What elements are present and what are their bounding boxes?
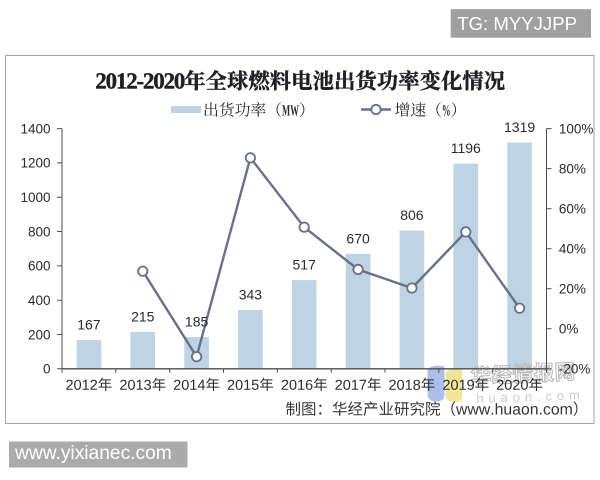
svg-text:www.yixianec.com: www.yixianec.com <box>14 443 172 464</box>
svg-text:-20%: -20% <box>559 362 591 377</box>
svg-text:80%: 80% <box>559 161 586 176</box>
svg-text:1319: 1319 <box>504 119 535 135</box>
svg-text:0: 0 <box>43 362 51 377</box>
svg-text:1196: 1196 <box>451 140 481 156</box>
svg-text:1400: 1400 <box>20 121 50 136</box>
svg-text:806: 806 <box>400 207 424 223</box>
svg-text:TG: MYYJJPP: TG: MYYJJPP <box>457 13 577 34</box>
svg-text:0%: 0% <box>559 322 579 337</box>
svg-text:40%: 40% <box>559 242 586 257</box>
svg-text:670: 670 <box>346 230 370 246</box>
svg-text:400: 400 <box>28 293 51 308</box>
svg-text:200: 200 <box>28 327 51 342</box>
svg-text:343: 343 <box>239 287 263 303</box>
svg-text:1000: 1000 <box>20 190 50 205</box>
svg-text:20%: 20% <box>559 282 586 297</box>
svg-text:1200: 1200 <box>20 156 50 171</box>
svg-text:800: 800 <box>28 224 51 239</box>
svg-text:60%: 60% <box>559 202 586 217</box>
svg-text:100%: 100% <box>559 121 594 136</box>
svg-text:517: 517 <box>293 257 317 273</box>
svg-text:215: 215 <box>131 308 155 324</box>
svg-text:167: 167 <box>77 317 101 333</box>
svg-text:600: 600 <box>28 259 51 274</box>
svg-text:185: 185 <box>185 314 209 330</box>
